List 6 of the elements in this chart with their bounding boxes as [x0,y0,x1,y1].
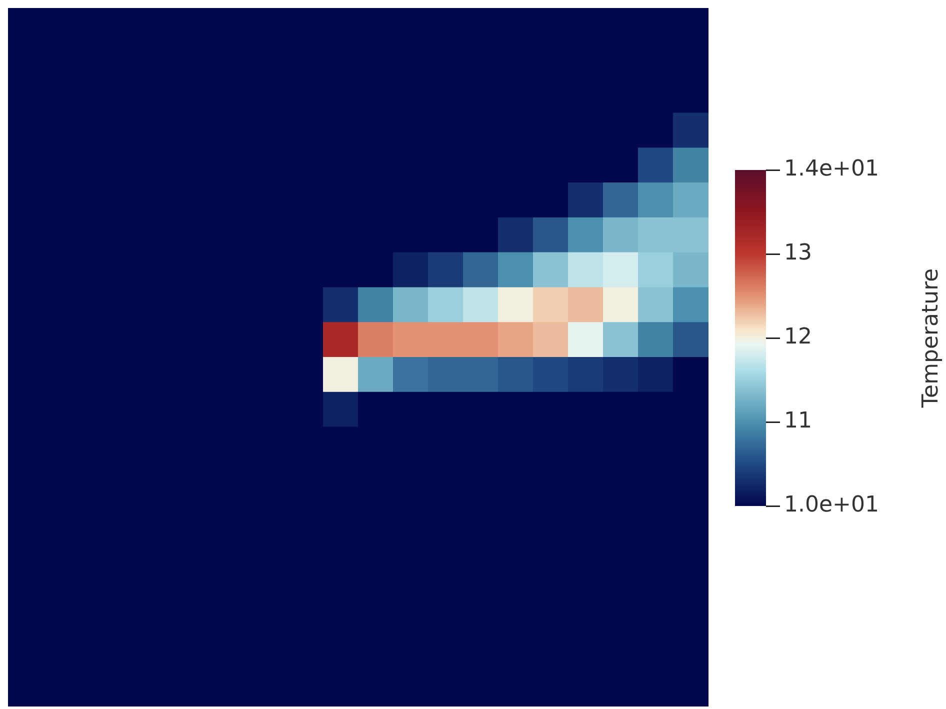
color-bar-label: 11 [784,408,812,434]
color-bar-title: Temperature [918,268,944,409]
color-bar-label: 13 [784,240,812,266]
color-bar-label: 12 [784,324,812,350]
color-bar-label: 1.4e+01 [784,156,879,182]
color-bar-label: 1.0e+01 [784,492,879,518]
